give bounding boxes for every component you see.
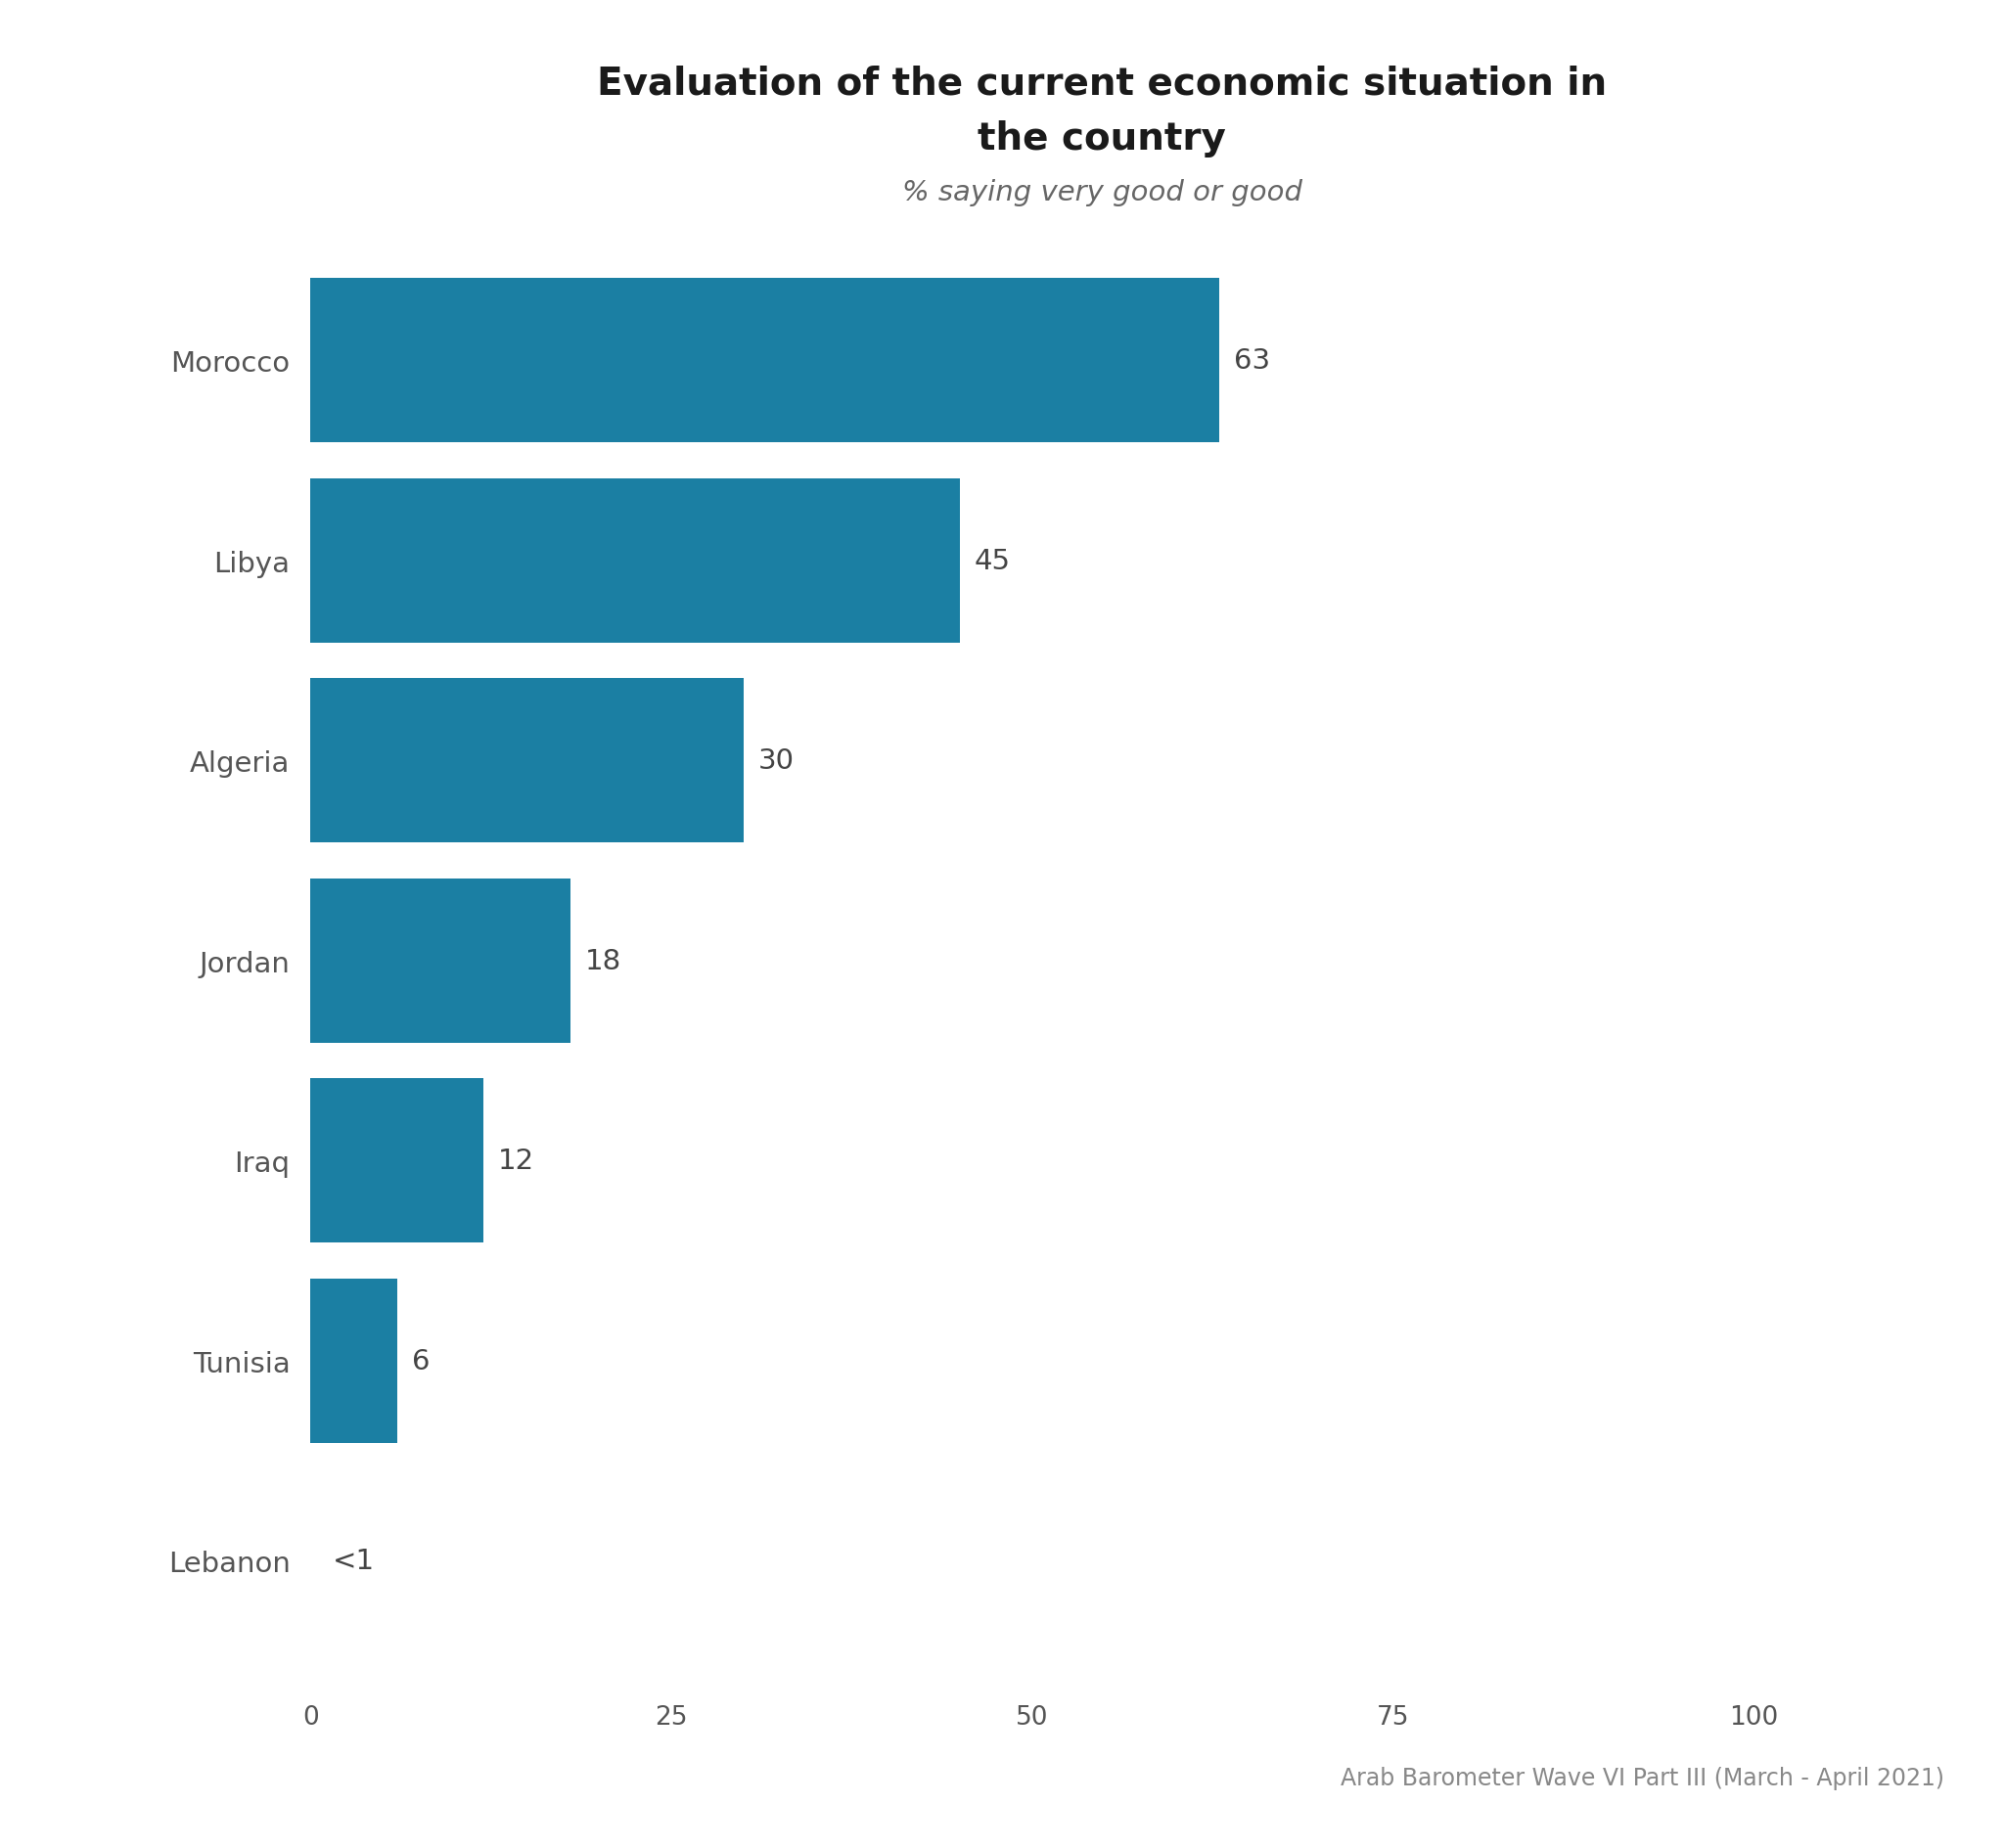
- Text: <1: <1: [333, 1547, 375, 1574]
- Bar: [311, 1279, 397, 1443]
- Bar: [311, 479, 960, 643]
- Bar: [311, 279, 1220, 444]
- Bar: [311, 880, 571, 1042]
- Text: Evaluation of the current economic situation in: Evaluation of the current economic situa…: [597, 65, 1607, 102]
- Text: % saying very good or good: % saying very good or good: [902, 179, 1303, 205]
- Text: 12: 12: [499, 1148, 535, 1175]
- Text: 30: 30: [758, 747, 794, 774]
- Text: 6: 6: [411, 1347, 429, 1375]
- Text: 45: 45: [974, 547, 1010, 575]
- Text: 18: 18: [585, 948, 621, 974]
- Text: 63: 63: [1234, 347, 1271, 375]
- Bar: [311, 1079, 483, 1244]
- Text: the country: the country: [978, 120, 1226, 157]
- Text: Arab Barometer Wave VI Part III (March - April 2021): Arab Barometer Wave VI Part III (March -…: [1341, 1767, 1944, 1789]
- Bar: [311, 678, 743, 843]
